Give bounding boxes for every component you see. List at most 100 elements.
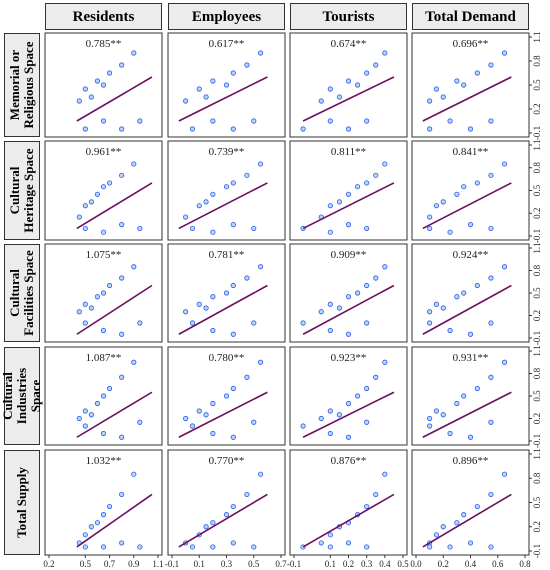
scatter-point — [76, 214, 82, 220]
scatter-point — [501, 359, 508, 365]
scatter-point — [251, 320, 257, 326]
scatter-point — [382, 471, 388, 477]
scatter-point — [189, 320, 196, 326]
scatter-point — [106, 282, 113, 289]
scatter-point — [82, 544, 88, 550]
scatter-point — [183, 214, 189, 220]
scatter-point — [196, 203, 202, 209]
scatter-point — [223, 290, 230, 296]
scatter-point — [364, 419, 370, 425]
scatter-point — [131, 50, 137, 56]
scatter-point — [364, 503, 370, 510]
scatter-point — [373, 172, 379, 178]
y-tick-label: 1.1 — [532, 345, 542, 356]
row-header: Total Supply — [4, 450, 40, 555]
scatter-point — [251, 225, 257, 232]
scatter-point — [433, 301, 440, 307]
scatter-point — [354, 82, 361, 88]
scatter-point — [364, 385, 370, 392]
scatter-point — [88, 305, 94, 311]
annotation: 0.617** — [209, 38, 245, 50]
scatter-point — [364, 282, 370, 289]
scatter-point — [196, 86, 202, 92]
annotation: 0.909** — [331, 249, 367, 261]
column-header: Employees — [168, 3, 285, 30]
scatter-point — [189, 225, 196, 232]
scatter-point — [119, 172, 125, 178]
scatter-point — [336, 94, 343, 100]
y-tick-label: 0.5 — [532, 287, 542, 299]
scatter-point — [257, 161, 264, 167]
scatter-point — [100, 327, 107, 334]
scatter-point — [76, 98, 82, 104]
scatter-point — [230, 331, 236, 337]
x-tick-label: 0.8 — [519, 559, 531, 569]
x-tick-label: 0.4 — [465, 559, 477, 569]
scatter-point — [119, 374, 125, 380]
scatter-point — [300, 126, 306, 132]
scatter-point — [230, 180, 236, 186]
scatter-point — [131, 161, 137, 167]
regression-line — [178, 284, 268, 335]
y-tick-label: 1.1 — [532, 242, 542, 253]
x-tick-label: 0.4 — [379, 559, 391, 569]
scatter-point — [327, 544, 333, 550]
scatter-point — [100, 290, 107, 296]
annotation: 0.923** — [331, 352, 367, 364]
scatter-point — [210, 229, 216, 235]
scatter-point — [440, 412, 446, 418]
scatter-point — [119, 126, 125, 132]
y-tick-label: 0.2 — [532, 103, 542, 114]
scatter-point — [427, 415, 433, 422]
scatter-point — [447, 544, 453, 550]
scatter-point — [210, 400, 216, 407]
scatter-point — [345, 126, 352, 132]
row-header: Cultural Facilities Space — [4, 244, 40, 342]
x-tick-label: 0.5 — [248, 559, 260, 569]
y-tick-label: 0.5 — [532, 184, 542, 196]
regression-line — [76, 493, 153, 548]
y-tick-label: 0.2 — [532, 208, 542, 219]
annotation: 0.924** — [453, 249, 489, 261]
scatter-point — [373, 62, 379, 68]
scatter-point — [382, 161, 388, 167]
scatter-point — [100, 82, 107, 88]
regression-line — [302, 76, 395, 122]
scatter-point — [433, 203, 440, 209]
scatter-point — [467, 222, 474, 228]
scatter-point — [183, 415, 189, 422]
scatter-point — [382, 359, 388, 365]
scatter-point — [488, 62, 494, 68]
y-tick-label: 0.5 — [532, 79, 542, 91]
scatter-point — [447, 118, 453, 124]
regression-line — [422, 284, 512, 335]
scatter-point — [244, 62, 250, 68]
x-tick-label: 0.2 — [43, 559, 54, 569]
scatter-point — [137, 118, 143, 124]
scatter-point — [183, 98, 189, 104]
x-tick-label: 1.1 — [152, 559, 163, 569]
scatter-point — [82, 301, 88, 307]
regression-line — [422, 76, 512, 122]
scatter-point — [461, 82, 467, 88]
scatter-point — [427, 214, 433, 220]
scatter-point — [210, 520, 216, 526]
y-tick-label: 1.1 — [532, 448, 542, 459]
scatter-point — [203, 94, 209, 100]
annotation: 1.032** — [86, 455, 122, 467]
regression-line — [178, 493, 268, 548]
scatter-point — [223, 393, 230, 399]
scatter-point — [364, 320, 370, 326]
y-tick-label: 0.5 — [532, 390, 542, 402]
x-tick-label: 0.7 — [104, 559, 116, 569]
scatter-point — [230, 282, 236, 289]
scatter-point — [440, 94, 446, 100]
y-tick-label: 1.1 — [532, 139, 542, 150]
y-tick-label: 0.8 — [532, 264, 542, 276]
annotation: 0.841** — [453, 146, 489, 158]
scatter-point — [82, 532, 88, 538]
scatter-point — [345, 191, 352, 197]
regression-line — [302, 493, 395, 548]
scatter-point — [203, 412, 209, 418]
scatter-point — [461, 393, 467, 399]
